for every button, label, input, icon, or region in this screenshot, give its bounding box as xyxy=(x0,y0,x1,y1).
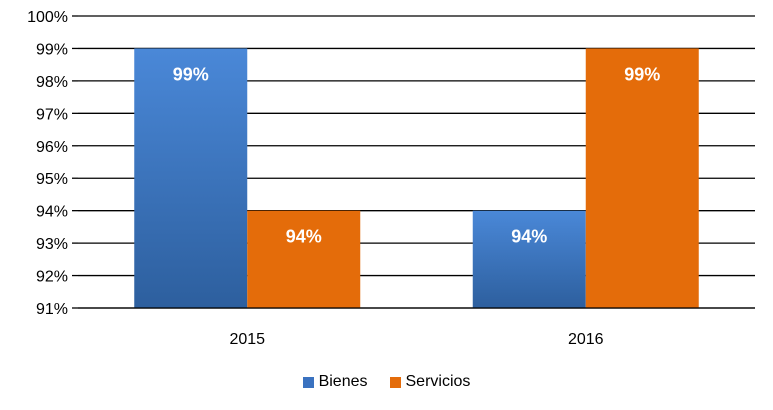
x-category-label: 2016 xyxy=(568,331,604,348)
y-tick-label: 94% xyxy=(36,204,68,221)
bar-servicios-2015 xyxy=(247,210,361,308)
y-tick-label: 100% xyxy=(27,9,68,26)
x-category-label: 2015 xyxy=(229,331,265,348)
legend: Bienes Servicios xyxy=(0,372,773,392)
y-tick-label: 96% xyxy=(36,139,68,156)
bar-servicios-2016 xyxy=(585,48,699,308)
y-tick-label: 97% xyxy=(36,106,68,123)
y-tick-label: 95% xyxy=(36,171,68,188)
y-tick-label: 92% xyxy=(36,269,68,286)
data-label-servicios-2015: 94% xyxy=(286,227,322,247)
legend-item-servicios: Servicios xyxy=(389,373,471,391)
data-labels: 99% 94% 94% 99% xyxy=(173,64,661,246)
y-tick-label: 93% xyxy=(36,236,68,253)
bars xyxy=(134,48,699,308)
data-label-bienes-2015: 99% xyxy=(173,64,209,84)
data-label-servicios-2016: 99% xyxy=(624,64,660,84)
y-axis-tick-labels: 91% 92% 93% 94% 95% 96% 97% 98% 99% 100% xyxy=(27,9,68,318)
x-axis-category-labels: 2015 2016 xyxy=(229,331,603,348)
legend-label-bienes: Bienes xyxy=(318,373,368,390)
data-label-bienes-2016: 94% xyxy=(511,227,547,247)
y-tick-label: 99% xyxy=(36,41,68,58)
y-tick-label: 91% xyxy=(36,301,68,318)
legend-label-servicios: Servicios xyxy=(405,373,471,390)
legend-swatch-servicios xyxy=(389,376,401,388)
y-tick-label: 98% xyxy=(36,74,68,91)
bar-bienes-2016 xyxy=(472,210,586,308)
bar-bienes-2015 xyxy=(134,48,248,308)
legend-item-bienes: Bienes xyxy=(302,373,368,391)
legend-swatch-bienes xyxy=(302,376,314,388)
